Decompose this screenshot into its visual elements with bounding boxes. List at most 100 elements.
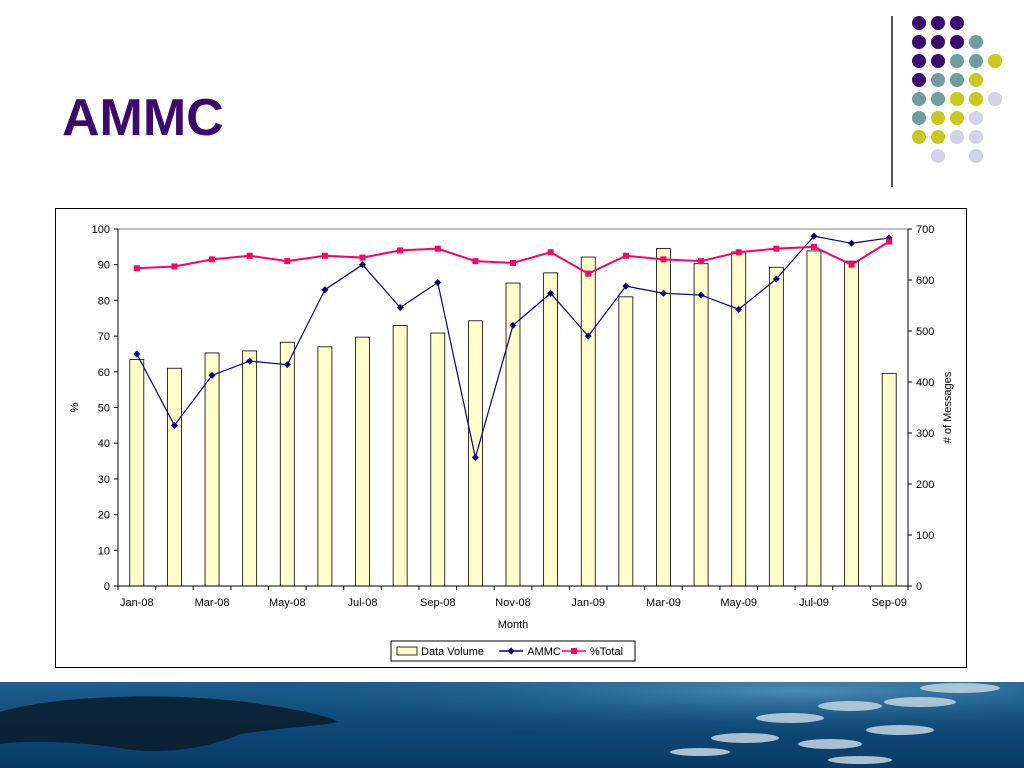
bar-data-volume — [242, 350, 258, 587]
decor-dot — [950, 92, 964, 106]
y-right-tick-label: 700 — [916, 224, 934, 236]
y-left-tick-label: 10 — [98, 545, 110, 557]
x-tick-label: May-09 — [720, 597, 757, 609]
point-total — [284, 258, 291, 265]
bar-data-volume — [881, 372, 897, 587]
y-left-tick-label: 70 — [98, 331, 110, 343]
bar-data-volume — [204, 352, 220, 587]
bar-data-volume — [317, 346, 333, 587]
legend-marker-ammc — [507, 647, 515, 655]
y-axis-left-title: % — [69, 402, 81, 412]
bar-data-volume — [618, 296, 634, 587]
x-tick-label: Sep-09 — [871, 597, 906, 609]
legend-label-total: %Total — [590, 646, 623, 658]
bar-data-volume — [806, 250, 822, 587]
point-ammc — [208, 371, 216, 379]
decor-dot — [931, 92, 945, 106]
y-left-tick-label: 100 — [92, 224, 110, 236]
point-ammc — [283, 361, 291, 369]
point-ammc — [659, 289, 667, 297]
y-left-tick-label: 90 — [98, 260, 110, 272]
x-tick-label: May-08 — [269, 597, 306, 609]
ocean-fish-banner — [0, 682, 1024, 768]
point-total — [510, 259, 516, 266]
decor-dot — [931, 111, 945, 125]
x-tick-label: Jan-09 — [571, 597, 605, 609]
point-ammc — [509, 321, 517, 329]
decor-dot — [969, 73, 983, 87]
point-total — [359, 254, 366, 261]
decor-dot — [950, 73, 964, 87]
decor-dot — [950, 130, 964, 144]
y-left-tick-label: 30 — [98, 474, 110, 486]
decor-dot — [931, 35, 945, 49]
bar-data-volume — [844, 260, 859, 587]
decor-dot — [969, 149, 983, 163]
point-total — [547, 249, 554, 256]
bar-data-volume — [430, 332, 446, 587]
point-total — [660, 256, 667, 263]
chart-legend: Data Volume AMMC %Total — [390, 640, 636, 662]
legend-marker-total — [571, 648, 577, 654]
decor-dot — [912, 35, 926, 49]
bar-data-volume — [731, 251, 747, 587]
bar-data-volume — [467, 320, 483, 587]
point-total — [472, 258, 479, 265]
point-ammc — [848, 239, 856, 247]
point-total — [246, 252, 253, 259]
y-left-tick-label: 20 — [98, 510, 110, 522]
bar-data-volume — [543, 272, 559, 587]
y-left-tick-label: 50 — [98, 403, 110, 415]
bar-data-volume — [355, 336, 370, 587]
point-total — [397, 247, 404, 254]
point-ammc — [321, 286, 329, 294]
legend-swatch-datavolume — [396, 646, 418, 656]
whale-silhouette — [0, 696, 338, 752]
y-right-tick-label: 300 — [916, 428, 934, 440]
decor-dot — [912, 16, 926, 30]
y-left-tick-label: 60 — [98, 367, 110, 379]
point-total — [585, 270, 592, 277]
point-total — [171, 263, 178, 270]
decor-dot — [931, 16, 945, 30]
bar-data-volume — [580, 256, 596, 587]
x-tick-label: Mar-08 — [195, 597, 230, 609]
x-tick-label: Jul-09 — [799, 597, 829, 609]
slide-title: AMMC — [62, 89, 224, 147]
point-total — [321, 252, 328, 259]
decor-dot — [988, 54, 1002, 68]
point-ammc — [170, 421, 178, 429]
point-ammc — [133, 350, 141, 358]
point-ammc — [246, 357, 254, 365]
point-total — [810, 243, 817, 250]
decor-dot — [969, 54, 983, 68]
decor-dot — [931, 73, 945, 87]
x-axis-title: Month — [498, 619, 529, 631]
bar-data-volume — [656, 247, 671, 587]
x-tick-label: Sep-08 — [420, 597, 455, 609]
bar-data-volume — [693, 263, 709, 587]
decor-dot — [931, 149, 945, 163]
point-ammc — [772, 275, 780, 283]
point-ammc — [885, 234, 893, 242]
decor-dot — [950, 111, 964, 125]
combo-chart: 0 10 20 30 40 50 60 70 80 90 100 0 100 200 300 400 500 60… — [69, 224, 954, 662]
x-tick-label: Nov-08 — [495, 597, 530, 609]
bar-data-volume — [768, 266, 784, 587]
y-right-tick-label: 100 — [916, 530, 934, 542]
decor-dot — [950, 16, 964, 30]
decor-dot — [912, 111, 926, 125]
y-right-tick-label: 600 — [916, 275, 934, 287]
x-tick-label: Jul-08 — [348, 597, 378, 609]
y-right-tick-label: 0 — [916, 581, 922, 593]
decor-dot — [969, 92, 983, 106]
decor-dot — [931, 54, 945, 68]
decor-dot — [969, 35, 983, 49]
y-right-tick-label: 400 — [916, 377, 934, 389]
point-total — [848, 261, 855, 268]
point-ammc — [471, 453, 479, 461]
point-ammc — [434, 279, 442, 287]
decor-dot — [969, 111, 983, 125]
legend-label-datavolume: Data Volume — [421, 646, 484, 658]
point-ammc — [810, 232, 818, 240]
